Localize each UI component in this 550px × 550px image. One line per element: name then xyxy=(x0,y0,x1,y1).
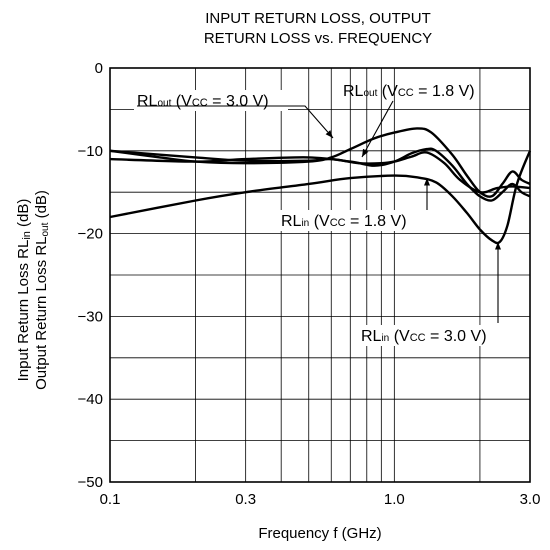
x-tick-label: 0.1 xyxy=(100,491,121,508)
series-line-4 xyxy=(109,150,532,245)
ann-rlout-30-label: RLout (VCC = 3.0 V) xyxy=(137,93,269,110)
y-axis-label-line2-unit: (dB) xyxy=(33,190,50,223)
y-tick-label: −10 xyxy=(78,143,103,160)
y-axis-label-line2-main: Output Return Loss RL xyxy=(33,237,50,390)
ann-rlin-30-label-main: RL xyxy=(361,328,382,345)
y-axis-label-line1-main: Input Return Loss RL xyxy=(15,240,32,382)
x-tick-label: 0.3 xyxy=(235,491,256,508)
ann-rlout-18-label: RLout (VCC = 1.8 V) xyxy=(343,83,475,100)
ann-rlin-18-label-main: RL xyxy=(281,213,302,230)
ann-rlin-30: RLin (VCC = 3.0 V) xyxy=(358,242,512,346)
ann-rlin-30-label-sub2: CC xyxy=(410,332,426,344)
y-tick-label: 0 xyxy=(95,60,103,77)
chart-title-line2: RETURN LOSS vs. FREQUENCY xyxy=(204,30,432,47)
y-tick-label: −30 xyxy=(78,308,103,325)
ann-rlin-30-label-rest1: (V xyxy=(389,328,410,345)
ann-rlout-18-label-rest2: = 1.8 V) xyxy=(414,83,475,100)
grid xyxy=(110,68,530,482)
y-axis-label-line1: Input Return Loss RLin (dB) xyxy=(15,199,33,382)
ann-rlin-30-label: RLin (VCC = 3.0 V) xyxy=(361,328,487,345)
ann-rlout-18: RLout (VCC = 1.8 V) xyxy=(343,83,475,158)
ann-rlout-30-leader xyxy=(137,105,334,139)
y-tick-label: −20 xyxy=(78,226,103,243)
series-line-1 xyxy=(109,127,531,198)
x-axis-label: Frequency f (GHz) xyxy=(258,525,381,542)
ann-rlout-18-label-main: RL xyxy=(343,83,364,100)
ann-rlin-18-label-sub: in xyxy=(301,218,309,229)
plot-frame xyxy=(109,67,531,483)
ann-rlout-30: RLout (VCC = 3.0 V) xyxy=(134,90,334,139)
y-axis-label-line1-unit: (dB) xyxy=(15,199,32,232)
series-lines xyxy=(109,127,532,245)
ann-rlout-30-label-sub: out xyxy=(157,98,171,109)
series-line-3 xyxy=(109,147,531,202)
annotations: RLout (VCC = 3.0 V)RLout (VCC = 1.8 V)RL… xyxy=(134,83,512,346)
ann-rlin-30-label-bg xyxy=(358,325,512,346)
ann-rlout-18-leader xyxy=(361,100,394,158)
ann-rlin-18: RLin (VCC = 1.8 V) xyxy=(278,178,432,231)
ann-rlout-30-label-rest1: (V xyxy=(171,93,192,110)
ann-rlin-18-label-sub2: CC xyxy=(330,217,346,229)
ann-rlin-30-label-sub: in xyxy=(381,333,389,344)
y-axis-label-line2: Output Return Loss RLout (dB) xyxy=(33,190,51,390)
y-tick-label: −50 xyxy=(78,474,103,491)
ann-rlin-30-label-rest2: = 3.0 V) xyxy=(426,328,487,345)
x-tick-label: 3.0 xyxy=(520,491,541,508)
ann-rlin-18-label: RLin (VCC = 1.8 V) xyxy=(281,213,407,230)
axis-ticks: 0.1 0.3 1.0 3.0 0 −10 −20 −30 −40 −50 xyxy=(78,60,541,508)
ann-rlout-18-label-sub: out xyxy=(363,88,377,99)
ann-rlout-18-label-rest1: (V xyxy=(377,83,398,100)
ann-rlin-18-label-rest1: (V xyxy=(309,213,330,230)
ann-rlin-18-label-rest2: = 1.8 V) xyxy=(346,213,407,230)
ann-rlout-30-label-sub2: CC xyxy=(192,97,208,109)
ann-rlout-30-label-rest2: = 3.0 V) xyxy=(208,93,269,110)
x-tick-label: 1.0 xyxy=(384,491,405,508)
y-axis-label-line1-sub: in xyxy=(21,231,33,240)
ann-rlout-30-label-main: RL xyxy=(137,93,158,110)
y-axis-label-line2-sub: out xyxy=(40,222,51,236)
ann-rlout-18-label-sub2: CC xyxy=(398,87,414,99)
y-tick-label: −40 xyxy=(78,391,103,408)
ann-rlin-18-label-bg xyxy=(278,210,432,231)
chart-title-line1: INPUT RETURN LOSS, OUTPUT xyxy=(205,10,431,27)
